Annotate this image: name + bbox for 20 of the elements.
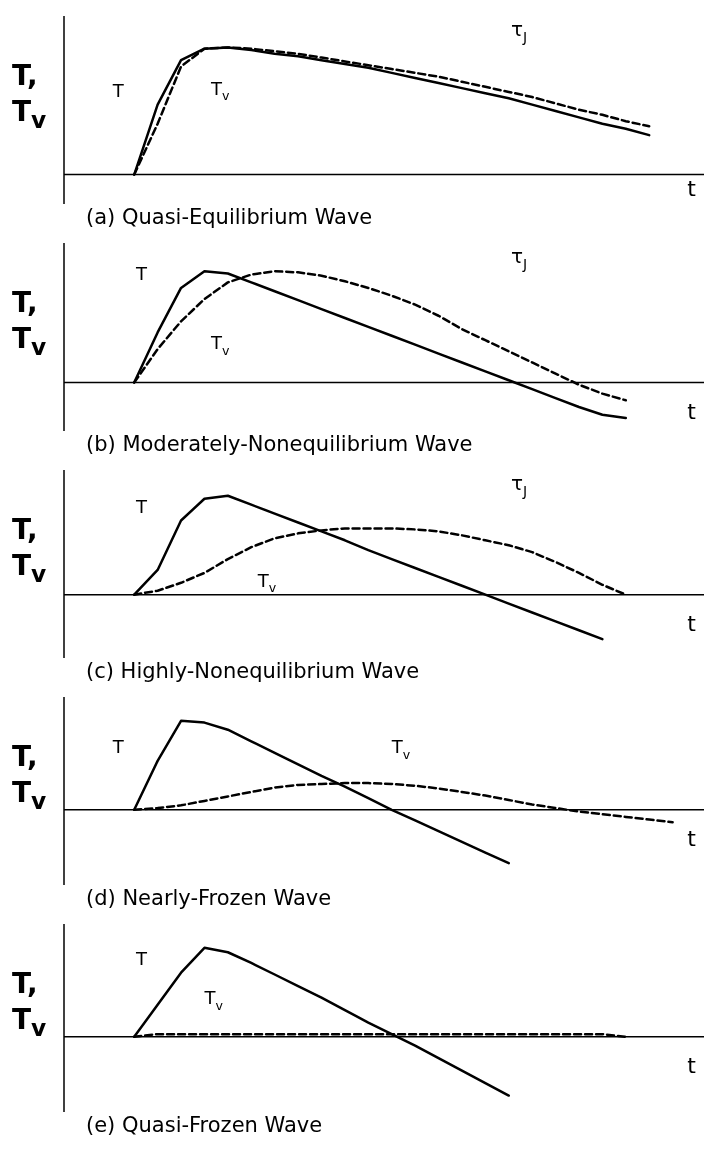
text: (e) Quasi-Frozen Wave [86,1113,323,1137]
x-axis-title: t [687,398,697,424]
text: (d) Nearly-Frozen Wave [86,886,332,910]
y-axis-title: T, T$_{v}$ [12,512,48,590]
series-label: T [111,79,125,101]
text: (c) Highly-Nonequilibrium Wave [86,659,420,683]
text: (b) Moderately-Nonequilibrium Wave [86,432,473,456]
series-label: T [135,947,149,969]
series-label: T [135,495,149,517]
x-axis-title: t [687,1052,697,1078]
y-axis-title: T, T$_{v}$ [12,285,48,363]
text: (a) Quasi-Equilibrium Wave [86,205,373,229]
x-axis-title: t [687,176,697,201]
y-axis-title: T, T$_{v}$ [12,58,48,136]
series-label: T [111,735,125,757]
series-label: T [135,262,149,284]
y-axis-title: T, T$_{v}$ [12,966,48,1044]
x-axis-title: t [687,825,697,851]
y-axis-title: T, T$_{v}$ [12,739,48,817]
x-axis-title: t [687,610,697,636]
